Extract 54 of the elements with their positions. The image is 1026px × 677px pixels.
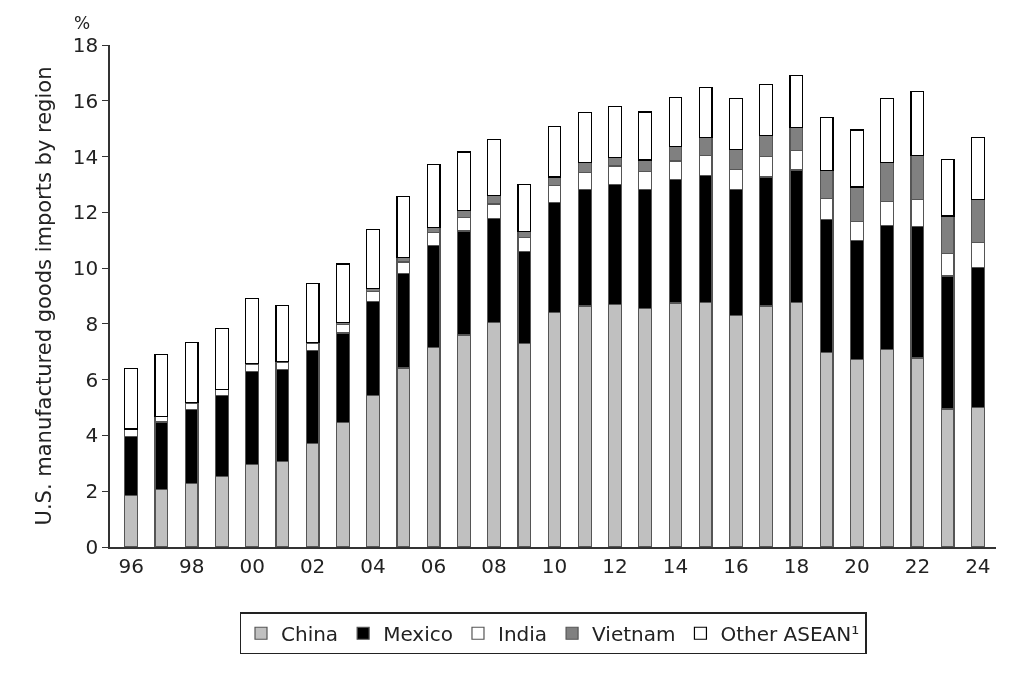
y-tick-label: 0 [85, 535, 99, 559]
legend-label: China [281, 622, 339, 647]
bar [426, 163, 441, 229]
x-tick-label: 12 [602, 553, 628, 578]
bar [849, 129, 864, 188]
y-tick-label: 18 [72, 33, 99, 57]
text: % [74, 13, 91, 33]
x-tick-label: 14 [662, 553, 689, 578]
y-tick-label: 14 [72, 144, 99, 169]
bar [880, 97, 895, 164]
bar [940, 158, 955, 217]
bar [759, 84, 774, 137]
y-tick-label: 8 [85, 311, 99, 336]
x-tick-label: 96 [118, 553, 144, 578]
x-tick-label: 00 [239, 553, 265, 578]
y-tick-label: 2 [85, 479, 99, 504]
bar [638, 111, 653, 161]
legend-label: Other ASEAN¹ [720, 622, 860, 647]
y-tick-label: 12 [72, 200, 99, 225]
x-tick-label: 04 [360, 553, 386, 578]
y-tick-label: 6 [85, 367, 99, 392]
bar [547, 125, 562, 178]
x-tick-label: 20 [844, 553, 870, 578]
y-tick-label: 16 [72, 88, 99, 113]
x-tick-label: 06 [420, 553, 447, 578]
bar [729, 98, 743, 151]
bar [819, 117, 834, 172]
x-tick-label: 24 [965, 553, 991, 578]
bar [456, 151, 471, 212]
y-tick-label: 4 [85, 423, 99, 448]
legend-label: Mexico [383, 622, 453, 647]
x-tick-label: 16 [723, 553, 749, 578]
legend-label: Vietnam [592, 622, 676, 647]
y-tick-label: 10 [72, 256, 99, 281]
bar [698, 87, 713, 138]
bar [577, 111, 592, 164]
x-tick-label: 10 [541, 553, 568, 578]
legend-label: India [497, 622, 548, 647]
bar [970, 137, 985, 201]
x-tick-label: 22 [904, 553, 931, 578]
bar [668, 96, 683, 148]
bar [487, 138, 501, 197]
x-tick-label: 98 [178, 553, 205, 578]
x-tick-label: 02 [299, 553, 326, 578]
bar [789, 74, 804, 129]
bar [396, 195, 411, 258]
bar [335, 263, 350, 323]
y-axis-title: U.S. manufactured goods imports by region [32, 66, 57, 526]
x-tick-label: 18 [783, 553, 810, 578]
bar [366, 229, 381, 290]
x-tick-label: 08 [481, 553, 507, 578]
bar [517, 183, 532, 233]
bar [608, 106, 622, 158]
bar [910, 90, 925, 157]
